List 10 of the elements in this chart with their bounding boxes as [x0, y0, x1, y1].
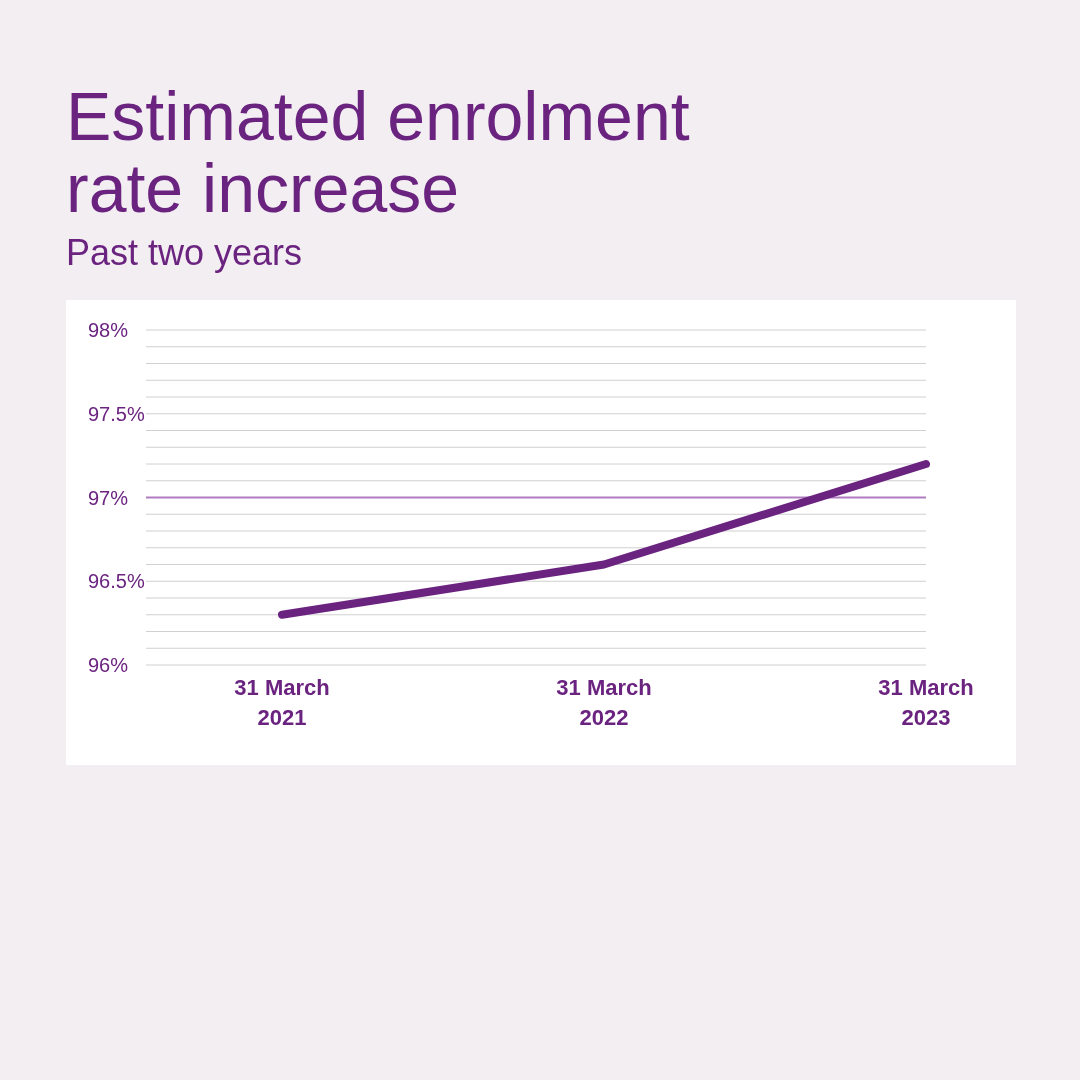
x-tick-label: 31 March 2022	[556, 675, 652, 730]
y-tick-label: 97%	[88, 486, 129, 509]
chart-title: Estimated enrolment rate increase	[66, 78, 691, 226]
y-tick-label: 96%	[88, 654, 129, 677]
chart-subtitle: Past two years	[66, 232, 303, 274]
x-tick-label: 31 March 2023	[878, 675, 974, 730]
x-tick-label: 31 March 2021	[234, 675, 330, 730]
y-tick-label: 97.5%	[88, 402, 145, 425]
y-tick-label: 98%	[88, 319, 129, 342]
y-tick-label: 96.5%	[88, 570, 145, 593]
